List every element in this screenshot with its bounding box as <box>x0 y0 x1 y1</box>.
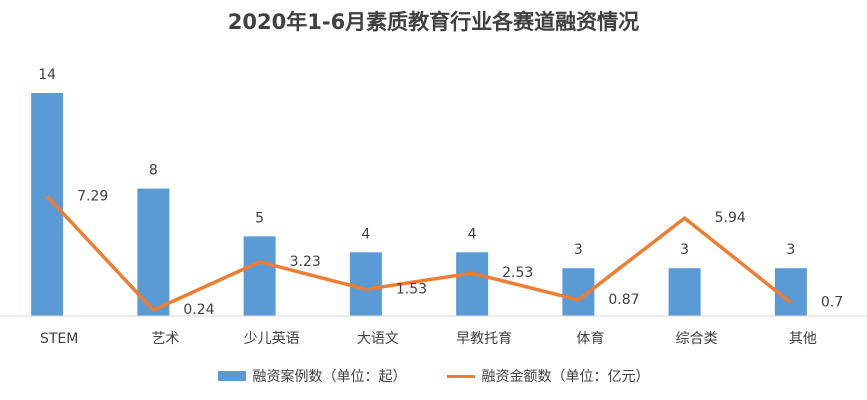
bar-value-label: 4 <box>361 226 370 242</box>
line-series-amount <box>45 195 792 312</box>
line-value-label: 0.7 <box>821 295 843 311</box>
bar-value-label: 3 <box>574 242 583 258</box>
bar <box>243 236 276 316</box>
x-tick-label: 体育 <box>576 331 604 347</box>
line-value-label: 0.24 <box>183 302 214 318</box>
bar-value-label: 3 <box>680 242 689 258</box>
legend: 融资案例数（单位：起） 融资金额数（单位：亿元） <box>0 366 867 386</box>
chart-title: 2020年1-6月素质教育行业各赛道融资情况 <box>227 10 640 34</box>
bar <box>137 188 170 316</box>
bar-value-label: 5 <box>255 210 264 226</box>
bar-value-label: 3 <box>786 242 795 258</box>
legend-label-amount: 融资金额数（单位：亿元） <box>481 369 650 385</box>
line-layer <box>45 195 792 312</box>
labels-layer: 14 STEM 8 艺术 5 少儿英语 4 大语文 4 早教托育 3 体育 3 综合类 3 其他 7.29 0.2… <box>38 67 843 347</box>
line-value-label: 5.94 <box>715 210 746 226</box>
line-value-label: 7.29 <box>77 188 108 204</box>
x-tick-label: 综合类 <box>676 331 718 347</box>
x-tick-label: 早教托育 <box>456 331 512 347</box>
bar-value-label: 8 <box>149 163 158 179</box>
legend-label-cases: 融资案例数（单位：起） <box>252 369 407 385</box>
line-value-label: 0.87 <box>608 292 639 308</box>
x-tick-label: 艺术 <box>151 331 179 347</box>
legend-item-cases: 融资案例数（单位：起） <box>217 366 407 386</box>
legend-line-swatch <box>446 374 475 378</box>
bar <box>456 252 489 316</box>
bar-value-label: 14 <box>38 67 56 83</box>
bar <box>349 252 382 316</box>
x-tick-label: 大语文 <box>357 331 399 347</box>
x-tick-label: STEM <box>40 331 78 347</box>
x-tick-label: 其他 <box>789 331 817 347</box>
bar-value-label: 4 <box>468 226 477 242</box>
line-value-label: 3.23 <box>290 254 321 270</box>
line-value-label: 2.53 <box>502 265 533 281</box>
legend-item-amount: 融资金额数（单位：亿元） <box>446 366 650 386</box>
bar <box>668 268 701 316</box>
bar <box>31 93 64 316</box>
legend-bar-swatch <box>217 371 246 381</box>
x-tick-label: 少儿英语 <box>244 330 300 347</box>
line-value-label: 1.53 <box>396 281 427 297</box>
